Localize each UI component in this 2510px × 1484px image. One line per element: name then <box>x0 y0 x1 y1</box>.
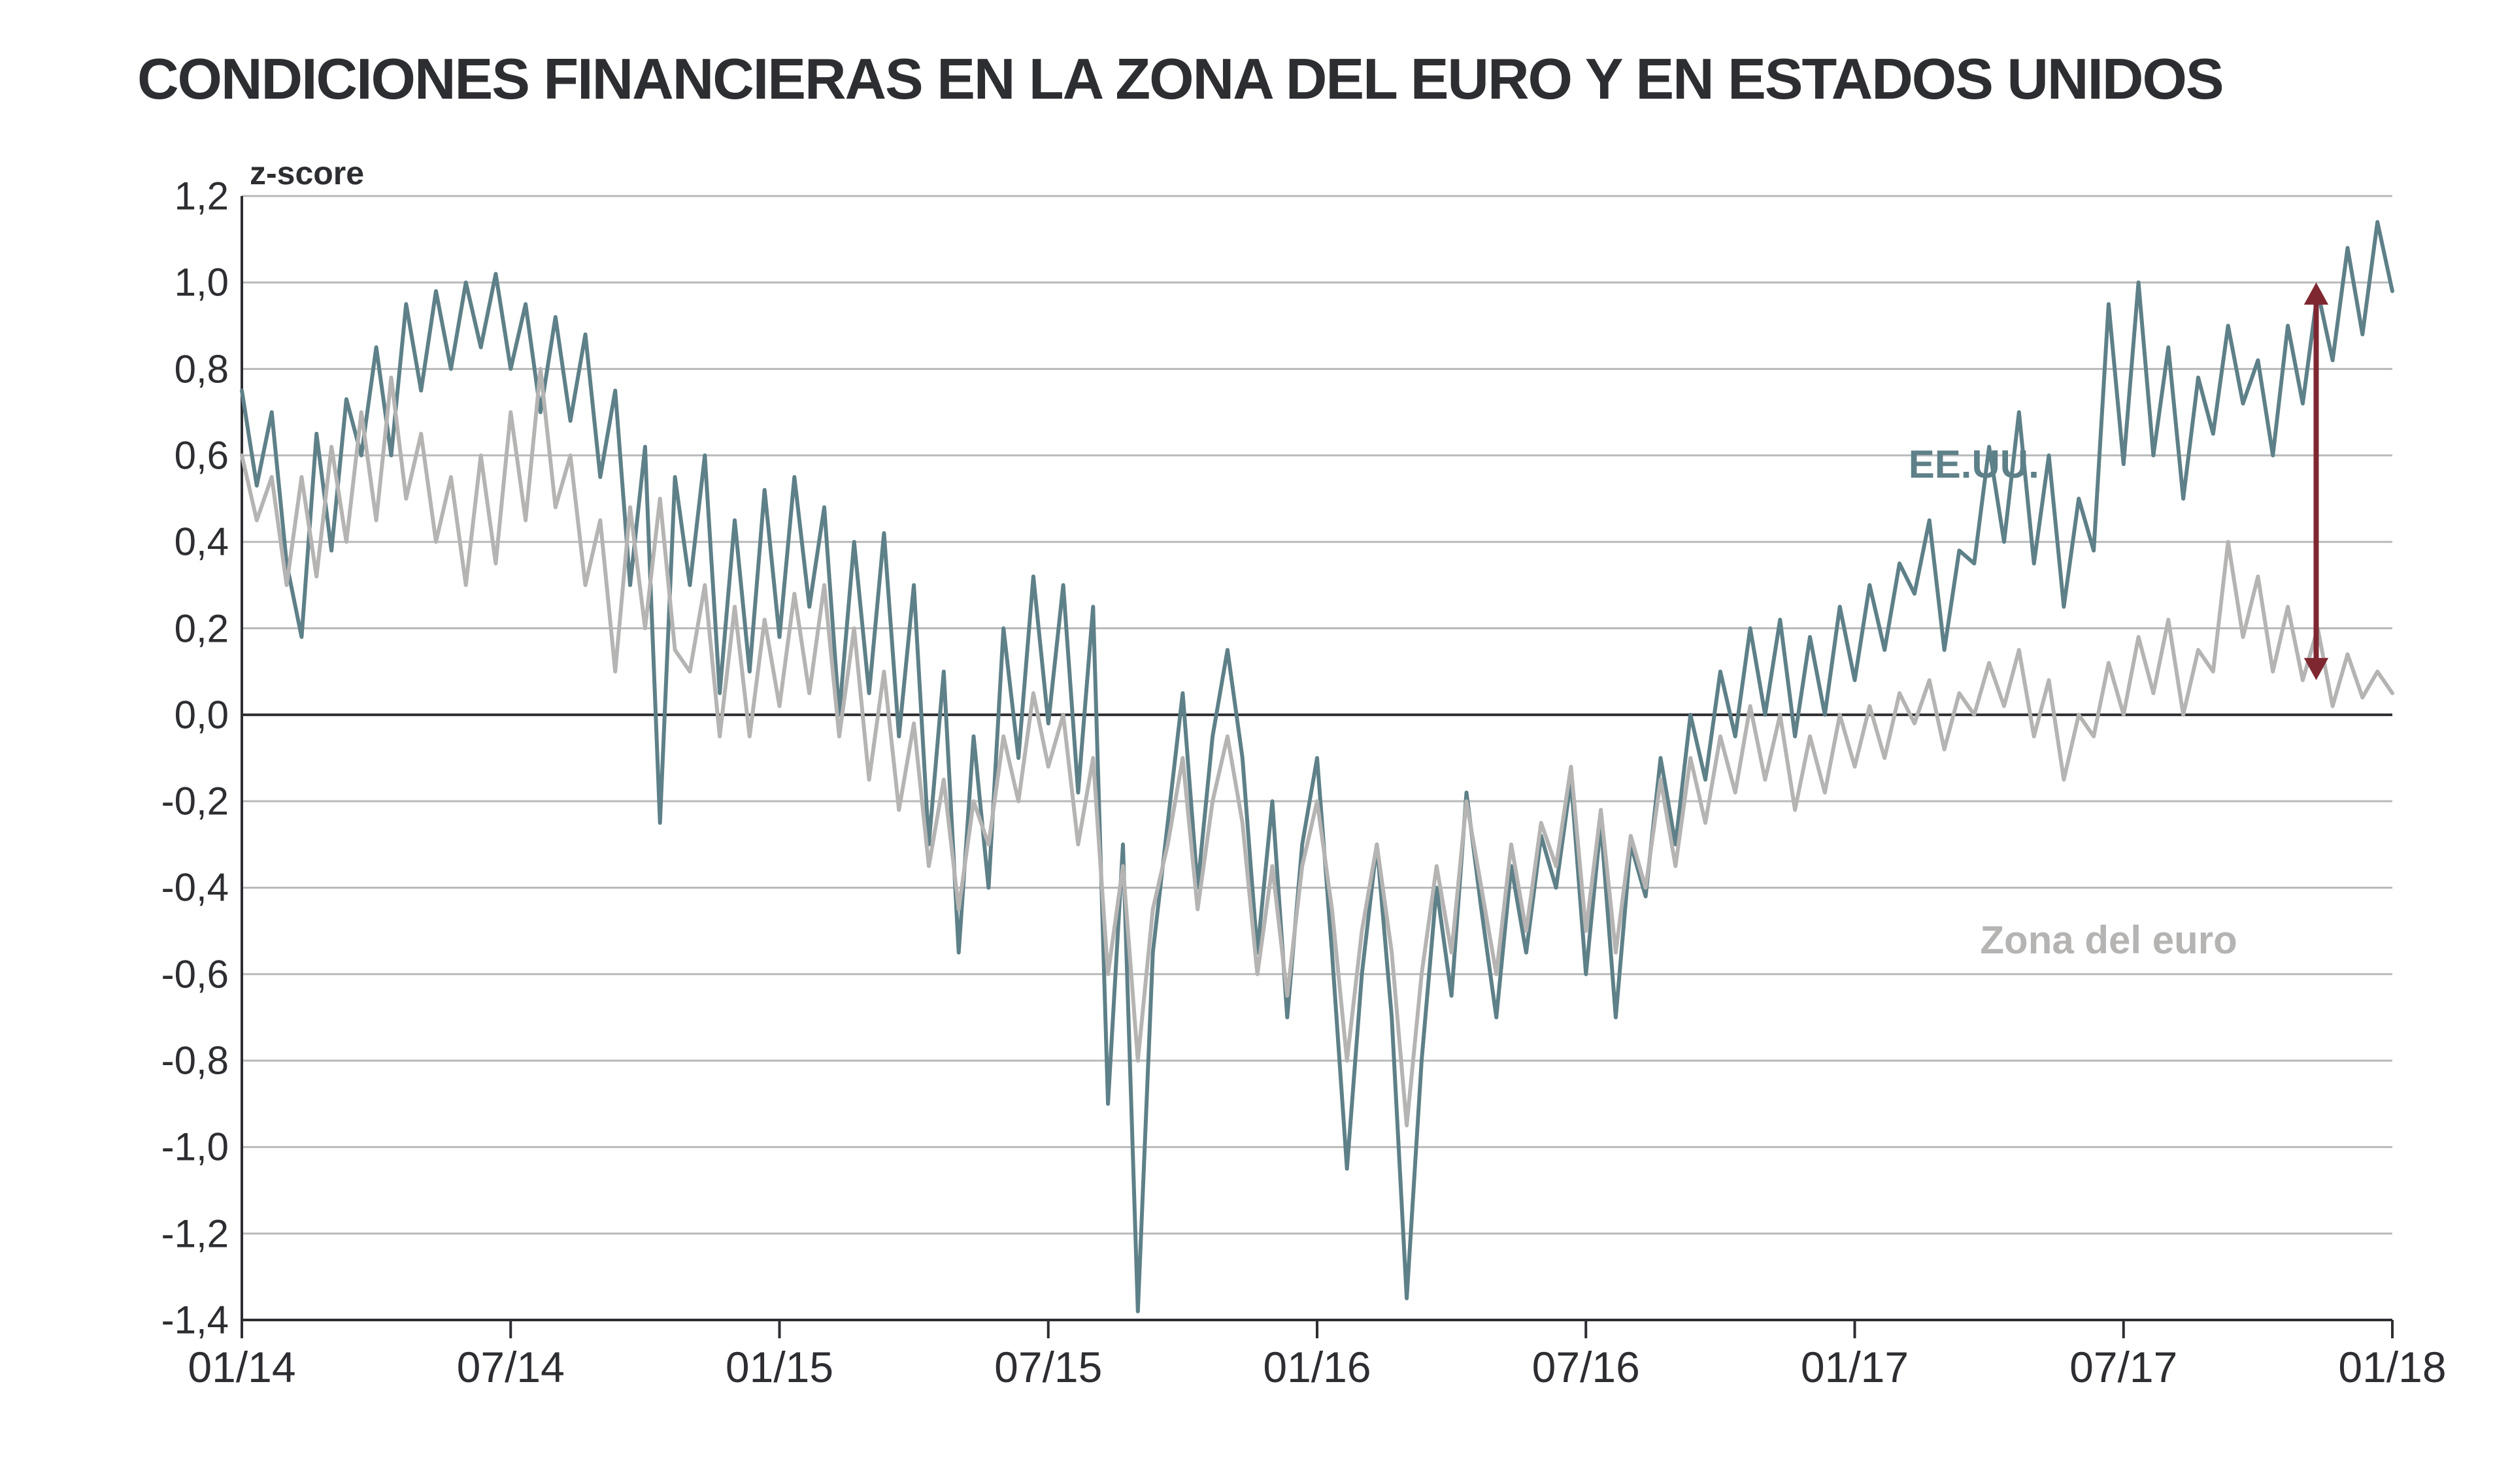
y-tick-label: -1,2 <box>111 1211 229 1256</box>
y-tick-label: 1,0 <box>111 260 229 305</box>
y-tick-label: -0,4 <box>111 865 229 910</box>
y-tick-label: 0,6 <box>111 433 229 478</box>
x-tick-label: 07/16 <box>1532 1342 1640 1392</box>
x-tick-label: 01/14 <box>188 1342 295 1392</box>
chart-container: CONDICIONES FINANCIERAS EN LA ZONA DEL E… <box>0 0 2510 1484</box>
y-tick-label: -1,4 <box>111 1298 229 1343</box>
x-tick-label: 01/16 <box>1263 1342 1371 1392</box>
y-tick-label: 1,2 <box>111 174 229 219</box>
x-tick-label: 01/15 <box>726 1342 833 1392</box>
y-tick-label: 0,0 <box>111 692 229 737</box>
x-tick-label: 01/18 <box>2338 1342 2446 1392</box>
y-tick-label: 0,2 <box>111 606 229 651</box>
y-axis-title: z-score <box>250 154 364 192</box>
y-tick-label: -1,0 <box>111 1125 229 1170</box>
series-label-zona-del-euro: Zona del euro <box>1980 917 2237 963</box>
y-tick-label: -0,6 <box>111 951 229 997</box>
x-tick-label: 07/15 <box>994 1342 1102 1392</box>
y-tick-label: -0,2 <box>111 779 229 824</box>
x-tick-label: 07/14 <box>457 1342 565 1392</box>
series-label-eeuu: EE.UU. <box>1909 442 2039 487</box>
x-tick-label: 07/17 <box>2069 1342 2177 1392</box>
y-tick-label: 0,8 <box>111 346 229 391</box>
x-tick-label: 01/17 <box>1801 1342 1909 1392</box>
diff-arrow <box>0 0 2510 1451</box>
y-tick-label: 0,4 <box>111 519 229 565</box>
y-tick-label: -0,8 <box>111 1038 229 1083</box>
